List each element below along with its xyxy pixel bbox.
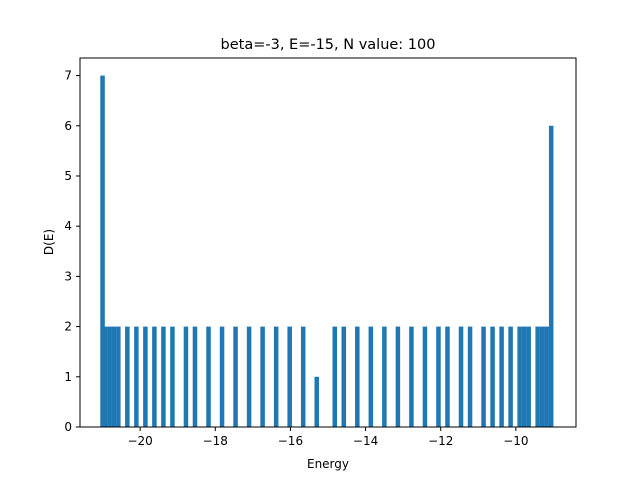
bar bbox=[161, 326, 166, 427]
y-tick-label: 7 bbox=[64, 69, 72, 83]
x-tick-label: −18 bbox=[203, 434, 228, 448]
y-tick-label: 3 bbox=[64, 269, 72, 283]
bar bbox=[100, 75, 105, 428]
bar bbox=[548, 125, 554, 427]
bar bbox=[368, 326, 374, 427]
bar bbox=[125, 326, 130, 427]
bar bbox=[300, 326, 306, 427]
x-tick-label: −16 bbox=[278, 434, 303, 448]
bar bbox=[116, 326, 121, 427]
y-tick-label: 4 bbox=[64, 219, 72, 233]
bar bbox=[499, 326, 504, 427]
y-tick-label: 0 bbox=[64, 420, 72, 434]
bar bbox=[170, 326, 175, 427]
bar bbox=[287, 326, 292, 427]
bar bbox=[233, 326, 238, 427]
bar bbox=[481, 326, 486, 427]
bar bbox=[458, 326, 464, 427]
bar bbox=[341, 326, 347, 427]
y-axis-ticks: 0 1 2 3 4 5 6 7 bbox=[64, 69, 80, 434]
bar bbox=[246, 326, 252, 427]
bar bbox=[134, 326, 139, 427]
bar bbox=[183, 326, 189, 427]
y-tick-label: 5 bbox=[64, 169, 72, 183]
bar bbox=[395, 326, 401, 427]
y-tick-label: 1 bbox=[64, 370, 72, 384]
bar bbox=[355, 326, 360, 427]
bar bbox=[535, 326, 540, 427]
x-tick-label: −12 bbox=[428, 434, 453, 448]
bar bbox=[206, 326, 211, 427]
chart-title: beta=-3, E=-15, N value: 100 bbox=[221, 37, 436, 53]
bar bbox=[467, 326, 473, 427]
bar bbox=[382, 326, 387, 427]
bar bbox=[219, 326, 225, 427]
bar bbox=[314, 376, 319, 427]
bar bbox=[332, 326, 338, 427]
x-axis-ticks: −20 −18 −16 −14 −12 −10 bbox=[127, 427, 529, 448]
bar bbox=[539, 326, 545, 427]
bar bbox=[111, 326, 117, 427]
bar bbox=[152, 326, 157, 427]
bar bbox=[436, 326, 441, 427]
bar bbox=[526, 326, 531, 427]
y-axis-label: D(E) bbox=[42, 229, 56, 255]
bar bbox=[521, 326, 527, 427]
bar bbox=[102, 326, 108, 427]
bar bbox=[409, 326, 414, 427]
bar bbox=[508, 326, 513, 427]
plot-frame bbox=[79, 57, 577, 428]
bar bbox=[260, 326, 265, 427]
bar bbox=[107, 326, 112, 427]
bars-group bbox=[100, 75, 554, 428]
bar bbox=[490, 326, 495, 427]
bar bbox=[273, 326, 279, 427]
x-tick-label: −20 bbox=[127, 434, 152, 448]
bar bbox=[445, 326, 450, 427]
bar bbox=[143, 326, 148, 427]
bar bbox=[544, 326, 549, 427]
bar bbox=[517, 326, 522, 427]
x-axis-label: Energy bbox=[307, 457, 349, 471]
y-tick-label: 6 bbox=[64, 119, 72, 133]
y-tick-label: 2 bbox=[64, 320, 72, 334]
bar bbox=[422, 326, 428, 427]
bar bbox=[192, 326, 198, 427]
x-tick-label: −10 bbox=[503, 434, 528, 448]
x-tick-label: −14 bbox=[353, 434, 378, 448]
